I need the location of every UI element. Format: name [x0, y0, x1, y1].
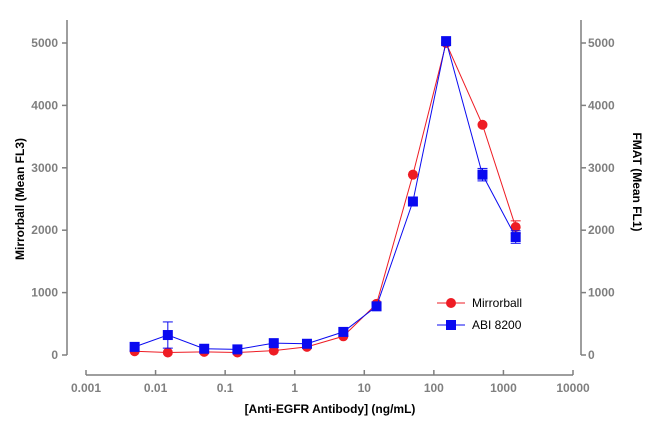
- x-tick-label: 100: [424, 381, 444, 395]
- y-tick-label: 5000: [31, 36, 58, 50]
- y2-axis-label: FMAT (Mean FL1): [630, 132, 644, 231]
- data-point-abi-8200: [371, 301, 382, 312]
- x-tick-label: 1: [291, 381, 298, 395]
- y2-tick-label: 2000: [588, 223, 615, 237]
- x-tick-label: 10000: [556, 381, 590, 395]
- y-axis-label: Mirrorball (Mean FL3): [13, 138, 27, 260]
- y-tick-label: 0: [51, 348, 58, 362]
- x-tick-label: 0.01: [144, 381, 168, 395]
- data-point-abi-8200: [301, 338, 312, 349]
- data-point-abi-8200: [129, 341, 140, 352]
- data-point-mirrorball: [162, 347, 173, 358]
- data-point-mirrorball: [477, 119, 488, 130]
- data-point-abi-8200: [407, 196, 418, 207]
- data-point-mirrorball: [510, 222, 521, 233]
- series-line-abi-8200: [134, 40, 517, 350]
- x-tick-label: 0.001: [71, 381, 101, 395]
- x-axis-label: [Anti-EGFR Antibody] (ng/mL): [245, 402, 416, 416]
- data-point-abi-8200: [441, 36, 452, 47]
- series-line-mirrorball: [134, 41, 517, 354]
- x-tick-label: 0.1: [217, 381, 234, 395]
- y2-tick-label: 5000: [588, 36, 615, 50]
- legend-label-mirrorball: Mirrorball: [472, 296, 522, 310]
- data-point-abi-8200: [510, 232, 521, 243]
- x-tick-label: 1000: [490, 381, 517, 395]
- y-tick-label: 1000: [31, 286, 58, 300]
- y2-tick-label: 1000: [588, 286, 615, 300]
- x-tick-label: 10: [358, 381, 372, 395]
- data-point-abi-8200: [268, 338, 279, 349]
- data-point-abi-8200: [477, 169, 488, 180]
- legend-marker-mirrorball: [446, 298, 456, 308]
- y-tick-label: 3000: [31, 161, 58, 175]
- data-point-abi-8200: [199, 343, 210, 354]
- y2-tick-label: 4000: [588, 98, 615, 112]
- legend-label-abi-8200: ABI 8200: [472, 318, 522, 332]
- legend-marker-abi-8200: [446, 320, 456, 330]
- y2-tick-label: 0: [588, 348, 595, 362]
- legend: Mirrorball ABI 8200: [437, 296, 522, 332]
- data-point-mirrorball: [407, 169, 418, 180]
- data-point-abi-8200: [162, 330, 173, 341]
- data-point-abi-8200: [232, 344, 243, 355]
- y-tick-label: 2000: [31, 223, 58, 237]
- y2-tick-label: 3000: [588, 161, 615, 175]
- data-point-abi-8200: [338, 326, 349, 337]
- y-tick-label: 4000: [31, 98, 58, 112]
